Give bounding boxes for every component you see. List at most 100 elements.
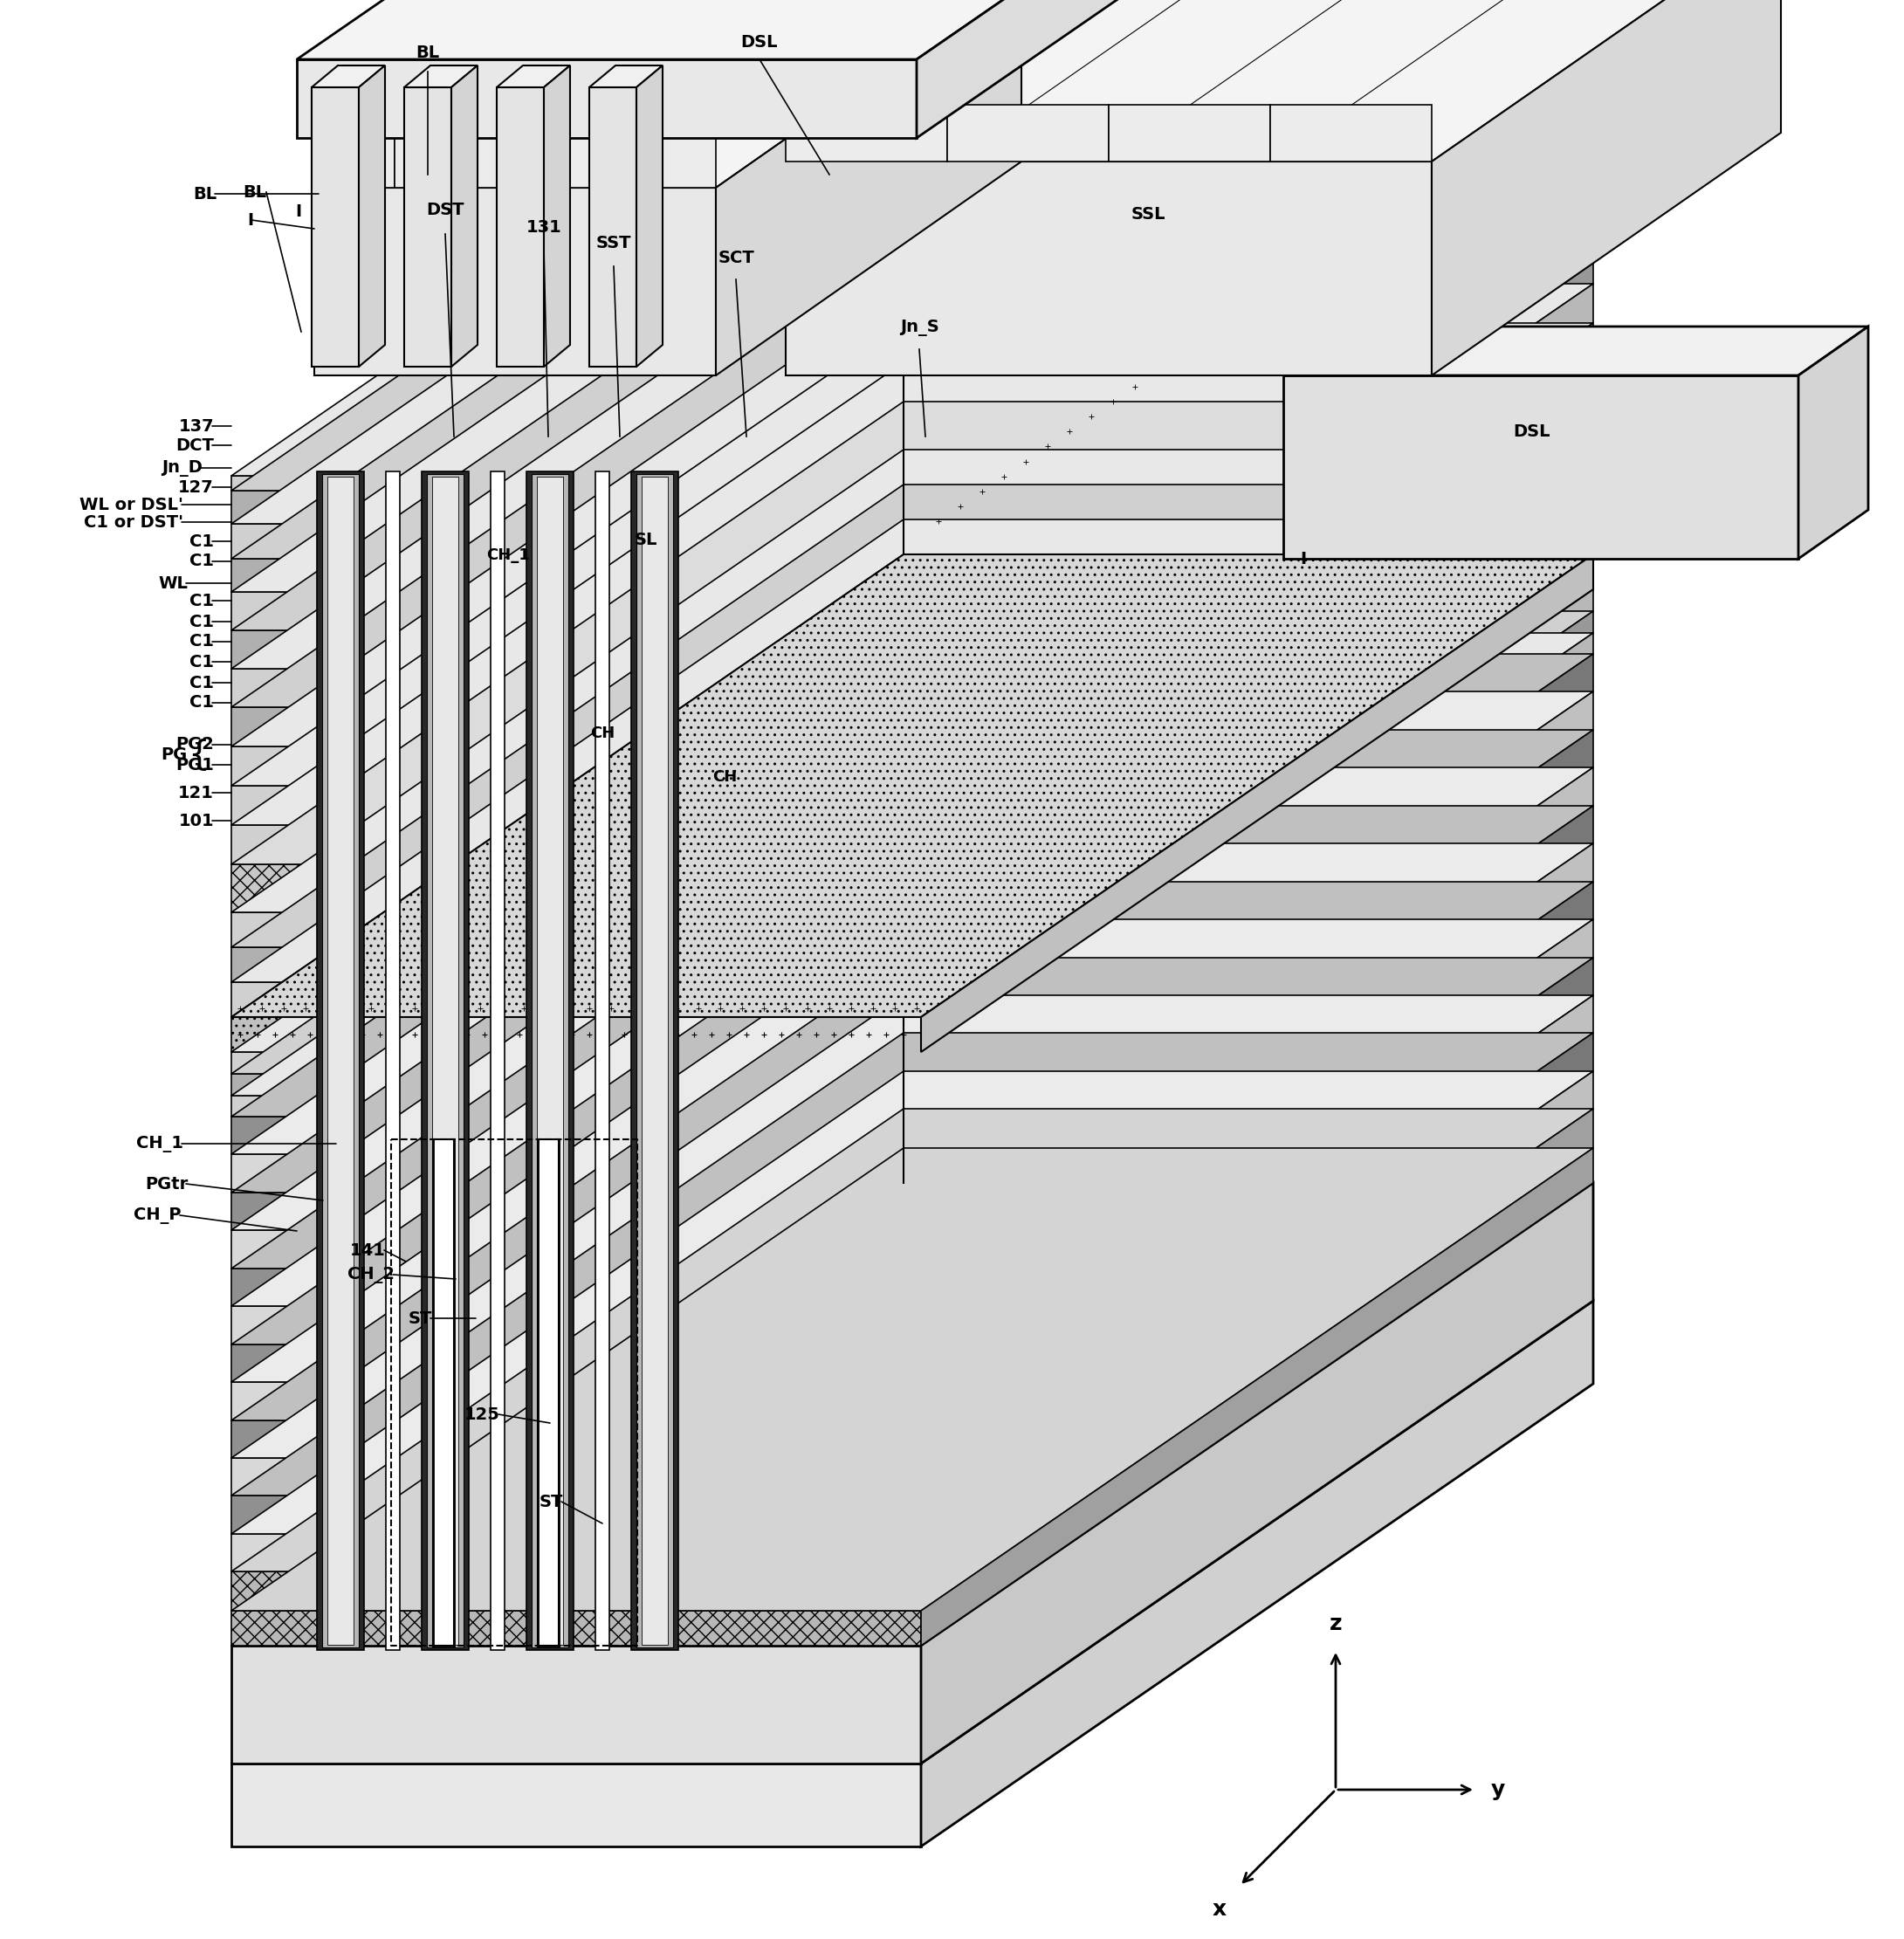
Text: CH: CH — [590, 725, 615, 741]
Text: C1: C1 — [188, 591, 213, 609]
Polygon shape — [474, 83, 617, 126]
Polygon shape — [232, 450, 1594, 913]
Polygon shape — [716, 0, 1021, 376]
Polygon shape — [322, 473, 358, 1648]
Polygon shape — [497, 87, 545, 366]
Polygon shape — [232, 1183, 1594, 1646]
Polygon shape — [922, 882, 1594, 1383]
Text: DCT: DCT — [175, 436, 213, 454]
Text: BL: BL — [415, 45, 440, 62]
Polygon shape — [232, 558, 922, 591]
Polygon shape — [297, 60, 916, 138]
Polygon shape — [922, 363, 1594, 865]
Polygon shape — [232, 1109, 1594, 1571]
Text: I: I — [248, 211, 253, 229]
Text: CH: CH — [712, 770, 737, 785]
Polygon shape — [404, 87, 451, 366]
Polygon shape — [922, 589, 1594, 1074]
Polygon shape — [630, 471, 678, 1650]
Polygon shape — [232, 807, 1594, 1268]
Polygon shape — [232, 555, 1594, 1018]
Polygon shape — [922, 768, 1594, 1268]
Polygon shape — [232, 611, 1594, 1074]
Text: WL or DSL': WL or DSL' — [80, 496, 183, 514]
Polygon shape — [232, 491, 922, 524]
Text: 127: 127 — [179, 479, 213, 496]
Polygon shape — [232, 1344, 922, 1383]
Polygon shape — [786, 161, 1432, 376]
Polygon shape — [232, 1307, 922, 1344]
Polygon shape — [232, 1458, 922, 1495]
Polygon shape — [588, 66, 663, 87]
Polygon shape — [922, 14, 1594, 491]
Text: C1: C1 — [188, 675, 213, 690]
Polygon shape — [556, 126, 636, 188]
Polygon shape — [232, 729, 1594, 1192]
Polygon shape — [531, 473, 567, 1648]
Polygon shape — [312, 66, 385, 87]
Polygon shape — [537, 477, 564, 1644]
Polygon shape — [232, 1646, 922, 1764]
Polygon shape — [232, 843, 1594, 1307]
Polygon shape — [232, 1571, 922, 1611]
Polygon shape — [922, 283, 1594, 785]
Polygon shape — [316, 471, 364, 1650]
Polygon shape — [497, 66, 569, 87]
Polygon shape — [232, 130, 1594, 591]
Text: PG2: PG2 — [175, 737, 213, 752]
Polygon shape — [922, 1301, 1594, 1846]
Text: PG1: PG1 — [175, 756, 213, 774]
Text: SL: SL — [634, 531, 657, 549]
Text: BL: BL — [242, 184, 267, 200]
Polygon shape — [922, 958, 1594, 1458]
Polygon shape — [232, 865, 922, 913]
Polygon shape — [922, 97, 1594, 591]
Text: C1: C1 — [188, 653, 213, 671]
Polygon shape — [922, 632, 1594, 1117]
Text: I: I — [295, 204, 301, 221]
Polygon shape — [232, 824, 922, 865]
Text: C1: C1 — [188, 694, 213, 712]
Polygon shape — [232, 669, 922, 708]
Text: BL: BL — [192, 186, 217, 202]
Polygon shape — [232, 475, 922, 491]
Text: 141: 141 — [350, 1241, 387, 1258]
Polygon shape — [232, 1534, 922, 1571]
Polygon shape — [232, 630, 922, 669]
Polygon shape — [636, 83, 777, 126]
Polygon shape — [922, 244, 1594, 747]
Polygon shape — [232, 913, 922, 948]
Text: SST: SST — [596, 235, 632, 252]
Polygon shape — [1108, 105, 1270, 161]
Polygon shape — [358, 66, 385, 366]
Text: 121: 121 — [179, 785, 213, 801]
Polygon shape — [394, 126, 474, 188]
Polygon shape — [786, 105, 946, 161]
Polygon shape — [232, 785, 922, 824]
Polygon shape — [232, 1495, 922, 1534]
Polygon shape — [1283, 376, 1799, 558]
Text: DST: DST — [426, 202, 465, 219]
Text: CH_P: CH_P — [133, 1206, 181, 1224]
Text: C1: C1 — [188, 533, 213, 549]
Polygon shape — [922, 62, 1594, 558]
Text: CH_2: CH_2 — [347, 1266, 394, 1284]
Text: C1 or DST': C1 or DST' — [84, 514, 183, 531]
Polygon shape — [588, 87, 636, 366]
Polygon shape — [636, 66, 663, 366]
Text: {: { — [188, 737, 209, 772]
Polygon shape — [922, 1070, 1594, 1571]
Polygon shape — [232, 1018, 922, 1053]
Polygon shape — [1799, 326, 1868, 558]
Polygon shape — [1270, 105, 1432, 161]
Polygon shape — [922, 843, 1594, 1344]
Polygon shape — [232, 747, 922, 785]
Polygon shape — [922, 1183, 1594, 1764]
Text: PGtr: PGtr — [145, 1175, 188, 1192]
Polygon shape — [922, 919, 1594, 1421]
Polygon shape — [636, 126, 716, 188]
Polygon shape — [432, 477, 459, 1644]
Polygon shape — [232, 1192, 922, 1229]
Polygon shape — [314, 126, 394, 188]
Polygon shape — [404, 66, 478, 87]
